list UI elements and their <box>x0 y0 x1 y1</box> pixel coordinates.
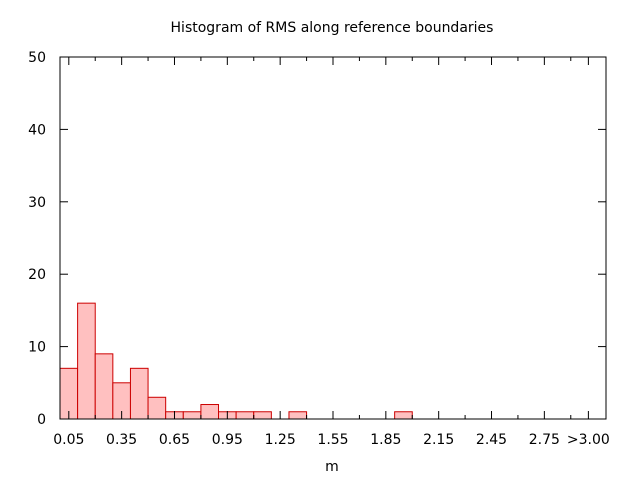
x-tick-label: 1.55 <box>317 432 348 448</box>
y-tick-label: 20 <box>28 267 46 283</box>
chart-title: Histogram of RMS along reference boundar… <box>171 20 494 36</box>
y-tick-label: 50 <box>28 50 46 66</box>
histogram-bar <box>182 411 202 420</box>
histogram-bar <box>200 404 220 420</box>
histogram-bar <box>394 411 413 420</box>
y-tick-label: 10 <box>28 340 46 356</box>
x-tick-label: 1.85 <box>370 432 401 448</box>
histogram-bar <box>253 411 272 420</box>
y-tick-label: 40 <box>28 122 46 138</box>
histogram-bar <box>94 353 114 420</box>
histogram-bar <box>147 396 167 420</box>
x-tick-label: 2.15 <box>423 432 454 448</box>
bars-group <box>59 302 413 420</box>
x-axis: 0.05 0.35 0.65 0.95 1.25 1.55 1.85 2.15 2.45 2.75… <box>53 57 610 448</box>
x-tick-label: >3.00 <box>567 432 610 448</box>
x-tick-label: 0.65 <box>159 432 190 448</box>
y-tick-label: 0 <box>37 412 46 428</box>
x-tick-label: 2.75 <box>529 432 560 448</box>
histogram-bar <box>235 411 255 420</box>
x-tick-label: 1.25 <box>265 432 296 448</box>
y-tick-label: 30 <box>28 195 46 211</box>
histogram-bar <box>77 302 96 420</box>
histogram-bar <box>129 367 149 420</box>
x-tick-label: 0.95 <box>212 432 243 448</box>
x-tick-label: 2.45 <box>476 432 507 448</box>
x-tick-label: 0.35 <box>106 432 137 448</box>
y-axis: 0 10 20 30 40 50 <box>28 50 606 428</box>
x-tick-label: 0.05 <box>53 432 84 448</box>
histogram-bar <box>288 411 308 420</box>
x-axis-label: m <box>325 459 339 475</box>
plot-frame <box>59 56 607 420</box>
